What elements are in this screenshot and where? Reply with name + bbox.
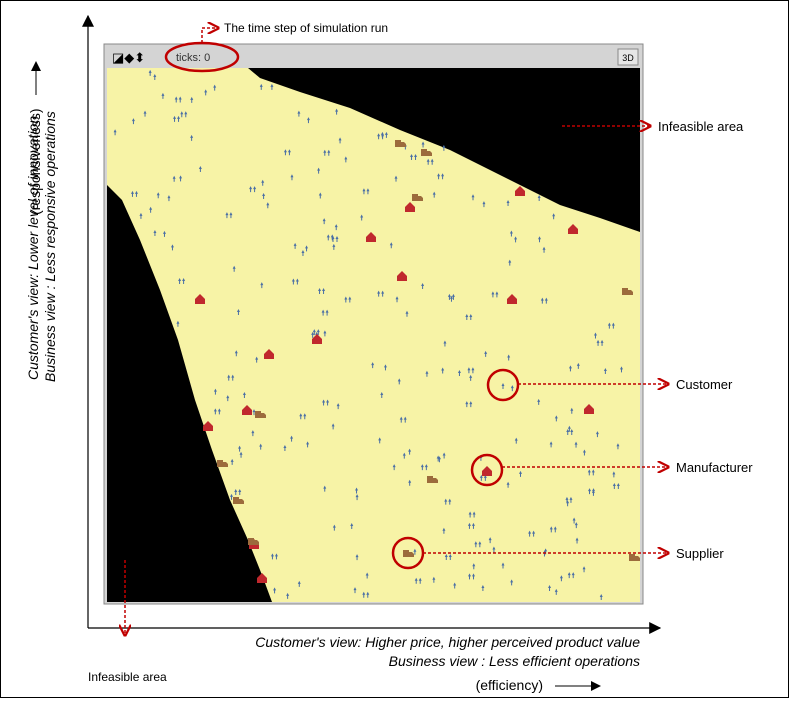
y-label: Business view : Less responsive operatio… xyxy=(42,111,58,382)
x-label: Customer's view: Higher price, higher pe… xyxy=(255,634,640,650)
button-3d-label[interactable]: 3D xyxy=(622,53,634,63)
x-label: (efficiency) xyxy=(476,677,543,693)
annotation: The time step of simulation run xyxy=(224,21,388,35)
ticks-label: ticks: 0 xyxy=(176,52,210,64)
x-label: Business view : Less efficient operation… xyxy=(389,653,640,669)
figure: ◪◆⬍ ticks: 0 3D The time step of simulat… xyxy=(0,0,789,698)
annotation: Infeasible area xyxy=(88,670,167,684)
annotation: Supplier xyxy=(676,546,724,561)
annotation: Manufacturer xyxy=(676,460,753,475)
annotation: Customer xyxy=(676,377,733,392)
y-label: Customer's view: Lower level of innovati… xyxy=(25,116,41,380)
annotation: Infeasible area xyxy=(658,119,744,134)
control-icons[interactable]: ◪◆⬍ xyxy=(112,50,145,65)
window-controls[interactable]: ◪◆⬍ xyxy=(112,50,145,65)
